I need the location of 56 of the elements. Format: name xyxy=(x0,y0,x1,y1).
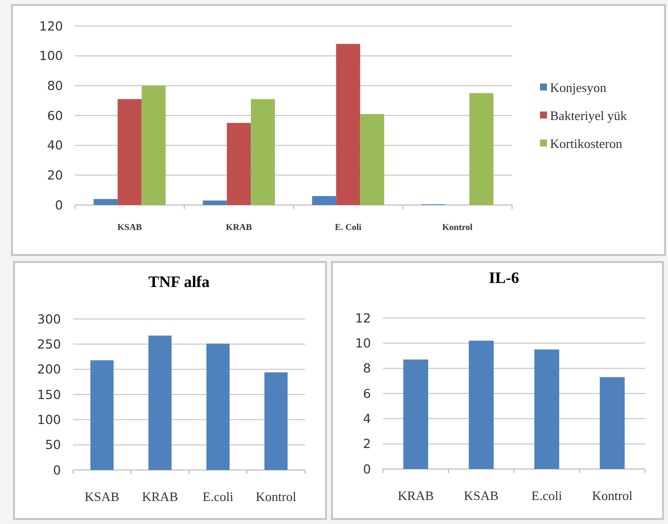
y-tick-label: 120 xyxy=(39,18,64,34)
legend-label: Konjesyon xyxy=(550,80,607,96)
bar xyxy=(264,372,288,470)
y-tick-label: 80 xyxy=(47,78,64,94)
x-tick-label: KRAB xyxy=(142,489,178,504)
bar xyxy=(600,377,625,469)
chart-title: IL-6 xyxy=(488,270,520,287)
y-tick-label: 200 xyxy=(37,362,62,377)
y-tick-label: 2 xyxy=(363,436,371,452)
x-tick-label: KSAB xyxy=(117,222,142,232)
x-tick-label: KRAB xyxy=(226,222,252,232)
y-tick-label: 8 xyxy=(363,360,372,376)
bar xyxy=(360,114,384,205)
y-tick-label: 12 xyxy=(355,310,371,326)
x-tick-label: E.coli xyxy=(202,489,234,504)
y-tick-label: 20 xyxy=(47,168,64,183)
y-tick-label: 100 xyxy=(37,412,62,428)
x-tick-label: E.coli xyxy=(531,488,562,503)
x-tick-label: KSAB xyxy=(84,489,120,504)
bar xyxy=(534,349,560,469)
legend-label: Bakteriyel yük xyxy=(550,108,628,124)
bar xyxy=(94,199,118,205)
y-tick-label: 300 xyxy=(37,311,62,326)
y-tick-label: 4 xyxy=(363,411,372,426)
x-tick-label: Kontrol xyxy=(256,489,297,504)
x-tick-label: KSAB xyxy=(464,488,499,503)
bar xyxy=(226,122,251,205)
y-tick-label: 10 xyxy=(355,336,372,351)
bar xyxy=(468,340,494,469)
x-tick-label: KRAB xyxy=(398,488,434,503)
bar xyxy=(118,99,142,205)
y-tick-label: 0 xyxy=(53,462,62,478)
bar xyxy=(312,196,336,205)
y-tick-label: 150 xyxy=(37,386,62,402)
y-tick-label: 250 xyxy=(37,336,62,352)
y-tick-label: 0 xyxy=(363,461,372,476)
bar xyxy=(202,200,227,205)
bar xyxy=(336,44,360,205)
y-tick-label: 50 xyxy=(45,437,62,452)
bar xyxy=(469,93,494,205)
bar xyxy=(142,86,166,205)
bar xyxy=(403,360,428,469)
x-tick-label: Kontrol xyxy=(592,488,633,503)
bar xyxy=(148,336,172,470)
bar xyxy=(206,344,230,470)
chart-title: TNF alfa xyxy=(148,274,210,291)
legend-label: Kortikosteron xyxy=(550,136,623,152)
x-tick-label: E. Coli xyxy=(334,222,362,232)
bar xyxy=(90,360,114,470)
x-tick-label: Kontrol xyxy=(442,222,474,232)
y-tick-label: 100 xyxy=(39,48,64,64)
y-tick-label: 40 xyxy=(47,138,64,153)
bar xyxy=(250,99,275,205)
y-tick-label: 0 xyxy=(55,197,64,212)
y-tick-label: 60 xyxy=(47,108,64,123)
y-tick-label: 6 xyxy=(363,386,372,401)
